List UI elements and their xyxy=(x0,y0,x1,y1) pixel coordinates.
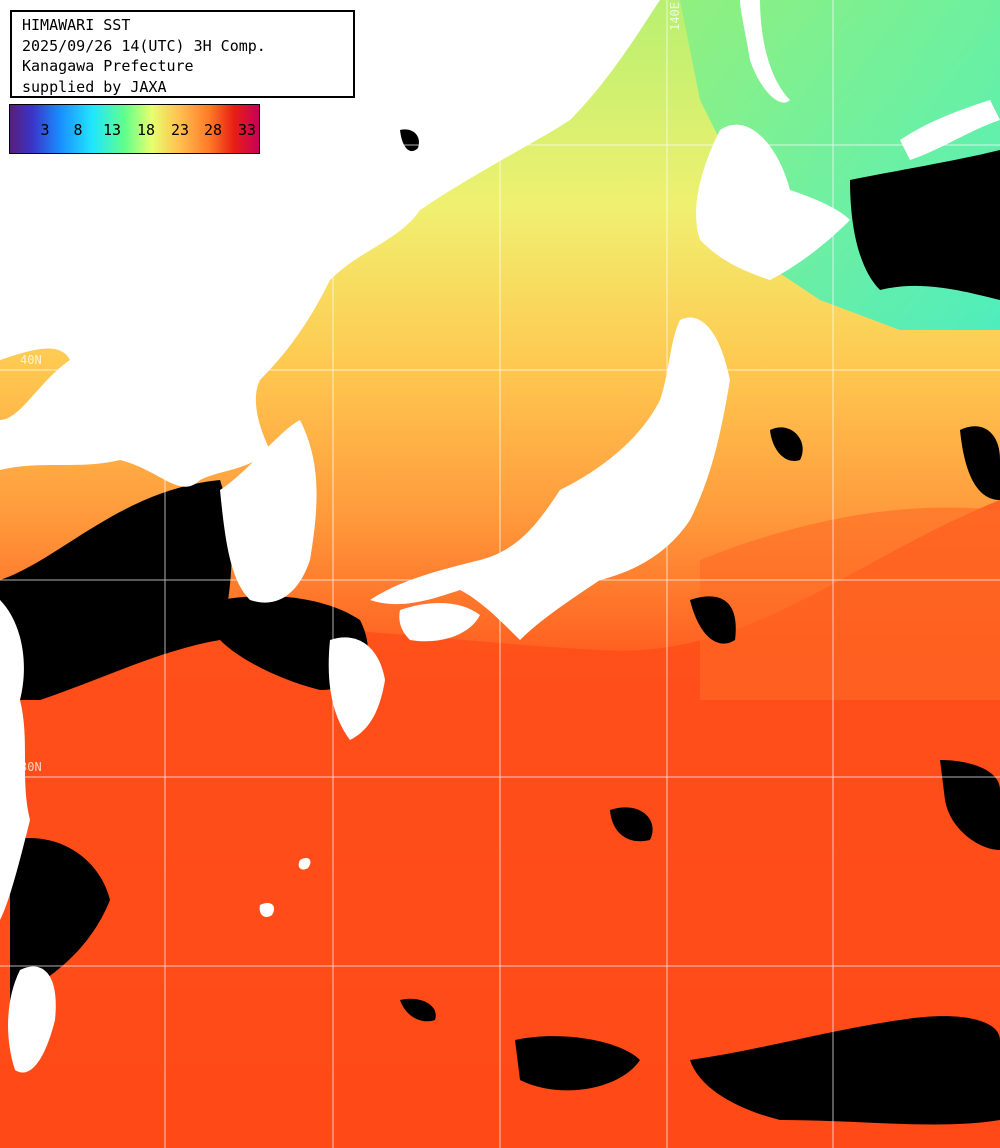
ryukyu-2 xyxy=(298,857,311,870)
legend-tick: 33 xyxy=(237,121,257,139)
legend-tick: 8 xyxy=(73,121,83,139)
legend-tick: 3 xyxy=(40,121,50,139)
legend-tick: 23 xyxy=(170,121,190,139)
legend-tick: 18 xyxy=(136,121,156,139)
taiwan xyxy=(8,966,56,1073)
sakhalin xyxy=(740,0,790,103)
china-coast xyxy=(0,600,30,920)
east-warm-band xyxy=(700,507,1000,700)
ryukyu-1 xyxy=(259,903,275,917)
honshu xyxy=(370,317,730,640)
info-timestamp: 2025/09/26 14(UTC) 3H Comp. xyxy=(22,36,266,55)
hokkaido xyxy=(696,124,850,281)
korea-peninsula xyxy=(220,420,317,603)
legend-tick: 28 xyxy=(203,121,223,139)
legend-tick: 13 xyxy=(102,121,122,139)
cloud-cover xyxy=(0,150,1000,1125)
info-region: Kanagawa Prefecture xyxy=(22,57,194,75)
latitude-label-30n: 30N xyxy=(20,760,42,774)
land-holes xyxy=(400,129,419,152)
info-title: HIMAWARI SST xyxy=(22,16,131,34)
kyushu xyxy=(328,637,385,740)
info-credit: supplied by JAXA xyxy=(22,77,167,96)
longitude-label: 140E xyxy=(668,2,682,31)
shikoku xyxy=(399,603,480,642)
info-box: HIMAWARI SST 2025/09/26 14(UTC) 3H Comp.… xyxy=(10,10,355,98)
color-scale-legend: 3 8 13 18 23 28 33 xyxy=(9,104,260,154)
latitude-label-40n: 40N xyxy=(20,353,42,367)
